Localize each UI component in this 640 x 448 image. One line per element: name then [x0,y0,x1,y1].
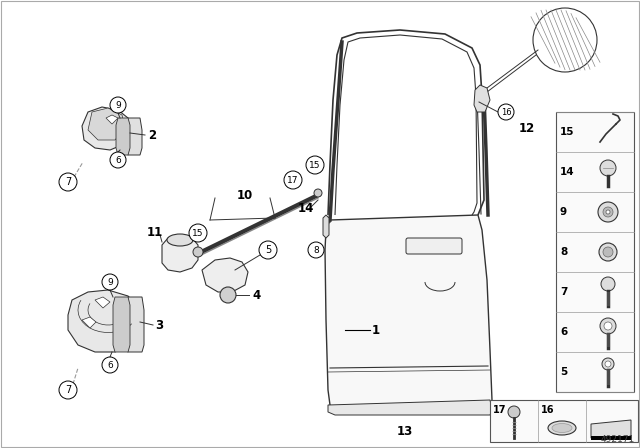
Ellipse shape [552,423,572,432]
Circle shape [189,224,207,242]
Text: 4: 4 [252,289,260,302]
Circle shape [602,358,614,370]
Text: 15: 15 [192,228,204,237]
Circle shape [59,381,77,399]
Polygon shape [82,107,130,150]
Circle shape [533,8,597,72]
Circle shape [220,287,236,303]
Text: 9: 9 [107,277,113,287]
Text: 17: 17 [493,405,506,415]
Text: 5: 5 [265,245,271,255]
Polygon shape [68,290,140,352]
Circle shape [110,152,126,168]
Text: 9: 9 [560,207,567,217]
Circle shape [600,160,616,176]
Polygon shape [202,258,248,292]
Polygon shape [95,297,110,308]
Circle shape [606,210,610,214]
Circle shape [59,173,77,191]
Text: 15: 15 [309,160,321,169]
Circle shape [314,189,322,197]
Polygon shape [162,235,198,272]
Polygon shape [113,297,130,352]
Text: 17: 17 [287,176,299,185]
Text: 14: 14 [560,167,575,177]
Text: 7: 7 [560,287,568,297]
Circle shape [605,361,611,367]
Circle shape [601,277,615,291]
Circle shape [102,357,118,373]
Circle shape [308,242,324,258]
Polygon shape [82,317,96,328]
Circle shape [306,156,324,174]
Circle shape [259,241,277,259]
Circle shape [110,97,126,113]
Polygon shape [106,115,118,124]
Text: 492171: 492171 [601,435,635,444]
Text: 7: 7 [65,385,71,395]
Polygon shape [122,118,142,155]
Ellipse shape [167,234,193,246]
Text: 6: 6 [115,155,121,164]
Text: 6: 6 [107,361,113,370]
Circle shape [102,274,118,290]
Text: 9: 9 [115,100,121,109]
Circle shape [604,322,612,330]
Text: 3: 3 [155,319,163,332]
Circle shape [598,202,618,222]
Polygon shape [328,400,492,415]
Text: 6: 6 [560,327,567,337]
Polygon shape [474,85,490,112]
FancyBboxPatch shape [490,400,638,442]
Text: 13: 13 [397,425,413,438]
Text: 7: 7 [65,177,71,187]
Text: 5: 5 [560,367,567,377]
Text: 8: 8 [560,247,567,257]
Text: 12: 12 [519,121,535,134]
Polygon shape [325,215,492,410]
Text: 15: 15 [560,127,575,137]
Ellipse shape [548,421,576,435]
Circle shape [600,318,616,334]
Polygon shape [116,118,130,155]
Circle shape [193,247,203,257]
Circle shape [284,171,302,189]
FancyBboxPatch shape [406,238,462,254]
Text: 11: 11 [147,225,163,238]
Polygon shape [591,436,631,440]
Circle shape [603,207,613,217]
Text: 1: 1 [372,323,380,336]
Text: 2: 2 [148,129,156,142]
Circle shape [508,406,520,418]
Text: 16: 16 [500,108,511,116]
Text: 14: 14 [298,202,314,215]
Circle shape [599,243,617,261]
Polygon shape [591,420,631,438]
Text: 16: 16 [541,405,554,415]
Circle shape [603,247,613,257]
Text: 10: 10 [237,189,253,202]
Text: 8: 8 [313,246,319,254]
Polygon shape [120,297,144,352]
Polygon shape [323,215,329,238]
FancyBboxPatch shape [556,112,634,392]
Polygon shape [88,108,125,140]
Circle shape [498,104,514,120]
